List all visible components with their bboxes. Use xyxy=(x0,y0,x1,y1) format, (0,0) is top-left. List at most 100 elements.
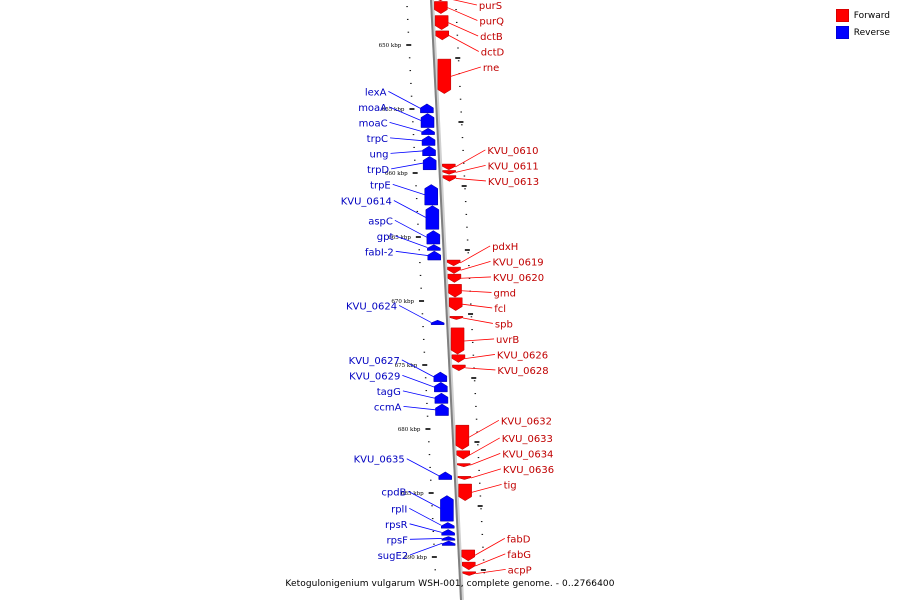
gene-reverse-3 xyxy=(421,135,436,146)
gene-reverse-16 xyxy=(438,471,453,480)
gene-leader-reverse xyxy=(402,390,436,399)
gene-forward-20 xyxy=(457,476,472,480)
gene-label-reverse: aspC xyxy=(368,216,393,227)
gene-leader-forward xyxy=(468,419,500,438)
gene-leader-forward xyxy=(474,538,505,556)
gene-label-forward: KVU_0626 xyxy=(497,350,548,361)
gene-leader-reverse xyxy=(408,491,441,509)
gene-leader-reverse xyxy=(388,91,421,109)
gene-leader-forward xyxy=(475,569,506,575)
gene-forward-7 xyxy=(442,175,457,182)
gene-label-forward: KVU_0628 xyxy=(497,366,548,377)
gene-forward-16 xyxy=(452,364,466,372)
gene-reverse-20 xyxy=(441,536,456,541)
gene-label-reverse: sugE2 xyxy=(378,551,409,562)
gene-label-reverse: cpdB xyxy=(381,487,406,498)
gene-reverse-9 xyxy=(427,244,441,251)
gene-label-forward: dctB xyxy=(480,32,503,43)
gene-reverse-17 xyxy=(440,495,454,522)
gene-forward-3 xyxy=(435,30,450,41)
gene-label-reverse: trpD xyxy=(367,165,389,176)
gene-leader-forward xyxy=(450,66,481,77)
gene-leader-forward xyxy=(475,553,506,567)
gene-label-reverse: KVU_0629 xyxy=(349,371,400,382)
gene-label-reverse: moaC xyxy=(359,118,388,129)
gene-reverse-11 xyxy=(430,319,445,325)
gene-label-forward: gmd xyxy=(494,288,516,299)
gene-leader-reverse xyxy=(390,150,423,154)
gene-forward-6 xyxy=(442,170,456,175)
gene-leader-reverse xyxy=(398,305,432,323)
gene-label-forward: uvrB xyxy=(496,335,519,346)
gene-leader-forward xyxy=(459,245,491,264)
gene-forward-4 xyxy=(437,58,452,94)
axis-line xyxy=(430,0,462,600)
gene-leader-forward xyxy=(470,468,502,479)
gene-leader-reverse xyxy=(394,219,428,238)
gene-label-reverse: rplI xyxy=(391,504,407,515)
kbp-tick-label: 660 kbp xyxy=(385,171,408,177)
gene-label-reverse: ccmA xyxy=(374,402,402,413)
gene-reverse-12 xyxy=(433,371,448,382)
gene-labels: purS purQ dctB dctD rne KVU_0610 KVU_0611 KVU_0… xyxy=(341,0,554,576)
gene-reverse-21 xyxy=(441,540,456,546)
gene-label-reverse: moaA xyxy=(358,103,387,114)
gene-leader-reverse xyxy=(389,121,422,132)
legend-reverse: Reverse xyxy=(835,26,890,39)
gene-label-forward: KVU_0636 xyxy=(503,465,554,476)
gene-reverse-8 xyxy=(426,230,441,245)
legend-forward: Forward xyxy=(835,9,890,22)
gene-forward-17 xyxy=(455,424,470,450)
gene-leader-forward xyxy=(460,276,491,279)
gene-forward-10 xyxy=(447,273,462,283)
gene-leader-forward xyxy=(447,7,478,21)
gene-label-forward: KVU_0632 xyxy=(501,416,552,427)
gene-label-reverse: trpE xyxy=(370,180,391,191)
gene-leader-reverse xyxy=(392,183,425,196)
gene-leader-reverse xyxy=(395,250,428,256)
gene-reverse-10 xyxy=(427,250,442,261)
gene-forward-12 xyxy=(448,297,463,311)
gene-forward-19 xyxy=(457,463,471,468)
legend-reverse-label: Reverse xyxy=(853,27,890,38)
gene-label-forward: dctD xyxy=(481,48,505,59)
gene-reverse-2 xyxy=(421,127,435,135)
gene-forward-13 xyxy=(449,316,464,320)
gene-forward-18 xyxy=(456,450,470,460)
gene-reverse-5 xyxy=(422,156,437,171)
gene-forward-9 xyxy=(447,266,461,274)
gene-leader-reverse xyxy=(389,137,423,142)
gene-leader-forward xyxy=(461,290,492,293)
gene-label-reverse: KVU_0627 xyxy=(349,356,400,367)
gene-forward-11 xyxy=(448,284,462,298)
kbp-tick-label: 655 kbp xyxy=(382,107,405,113)
gene-reverse-14 xyxy=(434,392,449,404)
kbp-tick-label: 675 kbp xyxy=(395,363,418,369)
genome-axis xyxy=(430,0,464,600)
gene-reverse-4 xyxy=(422,145,436,156)
gene-leader-forward xyxy=(455,178,486,182)
gene-label-forward: spb xyxy=(495,319,513,330)
gene-label-reverse: rpsR xyxy=(385,520,408,531)
strand-legend: Forward Reverse xyxy=(835,9,890,43)
gene-features xyxy=(420,0,476,576)
gene-forward-0 xyxy=(438,0,443,2)
gene-label-forward: KVU_0633 xyxy=(502,434,553,445)
gene-leader-reverse xyxy=(388,106,422,121)
gene-leader-reverse xyxy=(395,235,428,248)
gene-label-forward: fabD xyxy=(507,534,531,545)
gene-label-forward: rne xyxy=(483,63,499,74)
gene-label-forward: purS xyxy=(479,1,502,12)
gene-label-reverse: trpC xyxy=(367,134,388,145)
gene-forward-8 xyxy=(446,259,461,267)
gene-leader-forward xyxy=(469,437,500,456)
gene-leader-forward xyxy=(455,149,486,168)
gene-forward-14 xyxy=(450,327,465,355)
kbp-tick-label: 665 kbp xyxy=(388,235,411,241)
gene-leader-reverse xyxy=(409,538,442,540)
gene-leader-forward xyxy=(460,261,491,271)
gene-reverse-18 xyxy=(441,522,455,529)
gene-label-forward: acpP xyxy=(508,565,532,576)
kbp-tick-label: 680 kbp xyxy=(398,427,421,433)
gene-label-reverse: KVU_0614 xyxy=(341,196,392,207)
